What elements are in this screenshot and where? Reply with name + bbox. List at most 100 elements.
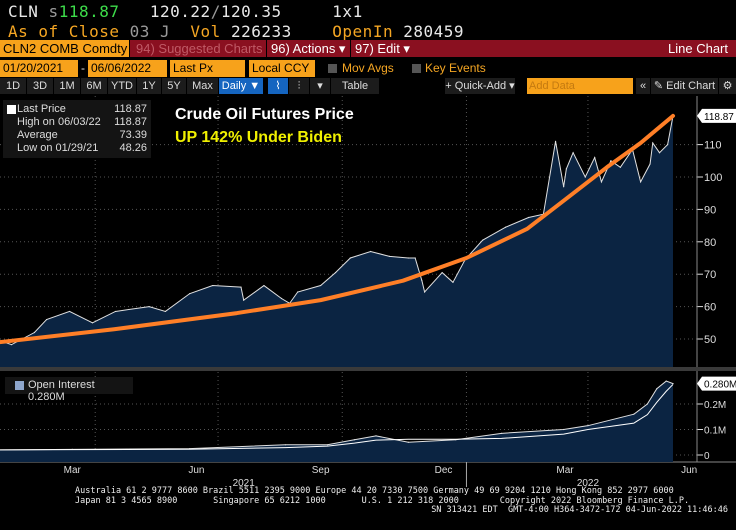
x-year-label: 2021 xyxy=(233,478,256,489)
oi-point xyxy=(656,388,658,390)
oi-last-tag-label: 0.280M xyxy=(704,380,736,391)
annotation-title: Crude Oil Futures Price xyxy=(175,106,354,123)
currency-select[interactable]: Local CCY xyxy=(249,60,315,77)
price-point xyxy=(388,255,391,257)
price-point xyxy=(572,152,574,154)
period-1y[interactable]: 1Y xyxy=(137,78,161,94)
period-bar: 1D 3D 1M 6M YTD 1Y 5Y Max Daily ▼ ⌇ ⫶ ▾ … xyxy=(0,78,736,94)
price-point xyxy=(10,344,13,346)
quick-add-button[interactable]: + Quick-Add ▾ xyxy=(445,78,515,94)
panel-divider xyxy=(0,367,736,371)
price-point xyxy=(667,144,669,146)
oi-value: 280459 xyxy=(403,22,465,41)
price-point xyxy=(658,152,661,154)
price-point xyxy=(114,310,117,313)
oi-point xyxy=(665,380,667,382)
ticker: CLN xyxy=(8,2,39,21)
vol-value: 226233 xyxy=(230,22,292,41)
gear-icon[interactable]: ⚙ xyxy=(719,78,736,94)
price-point xyxy=(565,168,567,170)
x-tick-label: Sep xyxy=(312,465,330,476)
price-point xyxy=(320,284,322,287)
oi-point xyxy=(563,428,565,431)
x-tick-label: Jun xyxy=(188,465,204,476)
mov-avgs-checkbox[interactable] xyxy=(328,64,337,73)
edit-chart-button[interactable]: ✎ Edit Chart xyxy=(651,78,718,94)
mov-avgs-label: Mov Avgs xyxy=(342,61,394,75)
actions-menu[interactable]: 96) Actions ▾ xyxy=(266,40,345,57)
last-price: 118.87 xyxy=(58,2,120,21)
legend-low-label: Low on 01/29/21 xyxy=(17,142,99,154)
size: 1x1 xyxy=(332,2,363,21)
price-point xyxy=(563,186,565,188)
close-info: As of Close 03 J Vol 226233 OpenIn 28045… xyxy=(8,22,464,41)
period-max[interactable]: Max xyxy=(187,78,218,94)
x-tick-label: Mar xyxy=(556,465,574,476)
legend-avg-value: 73.39 xyxy=(119,129,147,141)
price-point xyxy=(240,286,242,288)
price-source: s xyxy=(48,2,59,21)
oi-tick-label: 0.2M xyxy=(704,400,726,411)
oi-legend: Open Interest 0.280M xyxy=(5,377,133,403)
price-point xyxy=(407,257,409,259)
function-bar: CLN2 COMB Comdty 94) Suggested Charts 96… xyxy=(0,40,736,57)
add-data-input[interactable]: Add Data xyxy=(527,78,633,94)
series-swatch[interactable] xyxy=(7,105,16,114)
footer-line1: Australia 61 2 9777 8600 Brazil 5511 239… xyxy=(75,486,674,496)
price-point xyxy=(649,163,651,165)
oi-point xyxy=(587,425,589,427)
legend-high-label: High on 06/03/22 xyxy=(17,116,101,128)
y-tick-label: 50 xyxy=(704,334,716,346)
frequency-select[interactable]: Daily ▼ xyxy=(219,78,263,94)
period-ytd[interactable]: YTD xyxy=(108,78,136,94)
end-date-field[interactable]: 06/06/2022 xyxy=(88,60,167,77)
line-chart-icon[interactable]: ⌇ xyxy=(268,78,288,94)
suggested-charts-button[interactable]: 94) Suggested Charts xyxy=(136,41,263,56)
oi-legend-label: Open Interest 0.280M xyxy=(28,379,95,403)
edit-chart-label: Edit Chart xyxy=(666,80,716,92)
bid: 120.22 xyxy=(149,2,211,21)
price-point xyxy=(91,322,94,324)
period-1m[interactable]: 1M xyxy=(54,78,80,94)
x-tick-label: Mar xyxy=(64,465,82,476)
price-point xyxy=(640,181,642,183)
chart-style-dropdown[interactable]: ▾ xyxy=(310,78,330,94)
price-point xyxy=(189,293,191,295)
price-point xyxy=(619,166,621,168)
x-tick-label: Dec xyxy=(435,465,453,476)
key-events-checkbox[interactable] xyxy=(412,64,421,73)
price-point xyxy=(527,216,530,219)
oi-last-tag xyxy=(697,376,736,391)
period-6m[interactable]: 6M xyxy=(81,78,107,94)
price-point xyxy=(554,140,557,142)
table-button[interactable]: Table xyxy=(331,78,379,94)
field-select[interactable]: Last Px xyxy=(170,60,245,77)
security-field[interactable]: CLN2 COMB Comdty xyxy=(0,40,130,57)
edit-menu[interactable]: 97) Edit ▾ xyxy=(350,40,410,57)
ask: 120.35 xyxy=(220,2,282,21)
oi-point xyxy=(353,439,355,441)
oi-point xyxy=(500,432,503,434)
price-point xyxy=(370,250,372,253)
bar-chart-icon[interactable]: ⫶ xyxy=(289,78,309,94)
price-point xyxy=(297,291,299,293)
start-date-field[interactable]: 01/20/2021 xyxy=(0,60,78,77)
footer-line2: Japan 81 3 4565 8900 Singapore 65 6212 1… xyxy=(75,495,690,506)
period-3d[interactable]: 3D xyxy=(27,78,53,94)
oi-point xyxy=(646,403,648,405)
price-last-tag xyxy=(697,108,736,123)
bid-ask-sep: / xyxy=(210,2,221,21)
period-5y[interactable]: 5Y xyxy=(162,78,186,94)
price-point xyxy=(421,280,423,282)
collapse-button[interactable]: « xyxy=(636,78,650,94)
price-point xyxy=(594,156,596,159)
price-point xyxy=(652,142,654,144)
oi-point xyxy=(284,444,287,446)
chart-type-label: Line Chart xyxy=(668,41,728,56)
period-1d[interactable]: 1D xyxy=(0,78,26,94)
price-point xyxy=(505,226,507,228)
y-tick-label: 110 xyxy=(704,140,722,152)
oi-swatch[interactable] xyxy=(15,381,24,390)
oi-area xyxy=(0,381,673,462)
x-year-label: 2022 xyxy=(577,478,600,489)
